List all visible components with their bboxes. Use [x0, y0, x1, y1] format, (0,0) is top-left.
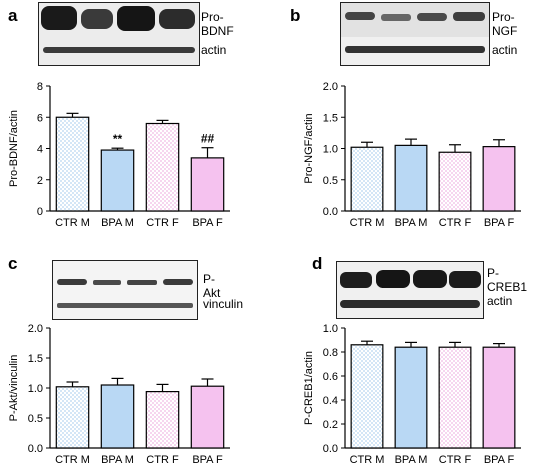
y-tick-label: 8	[37, 81, 43, 93]
bar	[145, 122, 180, 212]
blot-label-loading: vinculin	[203, 297, 244, 311]
y-tick-label: 2.0	[28, 323, 43, 335]
blot-bands	[341, 3, 489, 65]
bar-chart: 0.0 0.5 1.0 1.5 2.0 P-Akt/vinculin CTR M BPA M C…	[8, 323, 230, 466]
x-tick-label: BPA F	[484, 217, 515, 229]
bar	[394, 346, 428, 449]
y-tick-label: 6	[37, 112, 43, 124]
y-tick-label: 0.5	[28, 413, 43, 425]
significance-label: ##	[201, 132, 215, 146]
y-tick-label: 1.0	[323, 323, 338, 335]
x-tick-label: CTR F	[146, 217, 179, 229]
y-axis-label: P-CREB1/actin	[303, 351, 315, 425]
y-tick-label: 1.5	[323, 112, 338, 124]
western-blot	[336, 261, 484, 319]
x-tick-label: BPA M	[101, 217, 134, 229]
y-tick-label: 0.4	[323, 395, 338, 407]
blot-label-target: Pro-BDNF	[201, 10, 234, 38]
blot-label-loading: actin	[492, 43, 518, 57]
bar	[350, 146, 384, 212]
blot-label-target: P-Akt	[203, 272, 221, 300]
blot-bands	[53, 261, 197, 319]
x-tick-label: BPA F	[484, 454, 515, 466]
x-tick-label: BPA M	[395, 454, 428, 466]
x-tick-label: BPA M	[395, 217, 428, 229]
x-tick-label: CTR M	[350, 454, 385, 466]
y-tick-label: 4	[37, 144, 43, 156]
bar	[350, 344, 384, 449]
y-tick-label: 0.8	[323, 347, 338, 359]
y-axis-label: Pro-NGF/actin	[303, 113, 315, 183]
x-tick-label: CTR F	[439, 454, 472, 466]
y-tick-label: 0.5	[323, 175, 338, 187]
y-tick-label: 1.5	[28, 353, 43, 365]
y-tick-label: 0.2	[323, 419, 338, 431]
x-tick-label: CTR F	[439, 217, 472, 229]
y-tick-label: 2.0	[323, 81, 338, 93]
western-blot	[340, 2, 490, 66]
y-axis-label: Pro-BDNF/actin	[8, 110, 20, 187]
bar	[482, 346, 516, 449]
bar	[55, 386, 90, 449]
bar	[438, 151, 472, 212]
blot-bands	[337, 262, 483, 318]
blot-label-loading: actin	[487, 294, 513, 308]
western-blot	[52, 260, 198, 320]
x-tick-label: BPA F	[192, 217, 223, 229]
y-tick-label: 0	[37, 206, 43, 218]
bar-chart: 0.0 0.5 1.0 1.5 2.0 Pro-NGF/actin CTR M BPA M CT…	[303, 81, 521, 229]
panel-letter: d	[312, 254, 323, 273]
blot-label-target: Pro-NGF	[492, 10, 518, 38]
x-tick-label: CTR M	[350, 217, 385, 229]
panel-letter: c	[8, 254, 18, 273]
y-tick-label: 2	[37, 175, 43, 187]
y-axis-label: P-Akt/vinculin	[8, 355, 20, 422]
bar	[394, 144, 428, 212]
bar	[145, 390, 180, 449]
bar	[190, 157, 225, 212]
bar	[190, 385, 225, 449]
panel-letter: a	[8, 6, 18, 25]
bar	[100, 149, 135, 212]
bar-chart: 0.0 0.2 0.4 0.6 0.8 1.0 P-CREB1/actin CTR M BPA …	[303, 323, 521, 466]
y-tick-label: 0.0	[323, 443, 338, 455]
y-tick-label: 0.0	[323, 206, 338, 218]
bar-chart: 0 2 4 6 8 Pro-BDNF/actin CTR M BPA M ** CTR F BPA …	[8, 81, 230, 229]
y-tick-label: 0.6	[323, 371, 338, 383]
bar	[55, 116, 90, 212]
y-tick-label: 0.0	[28, 443, 43, 455]
bar	[438, 346, 472, 449]
bar	[482, 146, 516, 212]
x-tick-label: BPA M	[101, 454, 134, 466]
panel-letter: b	[290, 6, 301, 25]
x-tick-label: CTR F	[146, 454, 179, 466]
bar	[100, 384, 135, 449]
blot-label-target: P-CREB1	[487, 266, 528, 294]
x-tick-label: CTR M	[55, 454, 90, 466]
y-tick-label: 1.0	[28, 383, 43, 395]
y-tick-label: 1.0	[323, 144, 338, 156]
blot-label-loading: actin	[201, 43, 227, 57]
significance-label: **	[113, 132, 123, 146]
x-tick-label: BPA F	[192, 454, 223, 466]
x-tick-label: CTR M	[55, 217, 90, 229]
western-blot	[38, 2, 200, 66]
blot-bands	[39, 3, 199, 65]
